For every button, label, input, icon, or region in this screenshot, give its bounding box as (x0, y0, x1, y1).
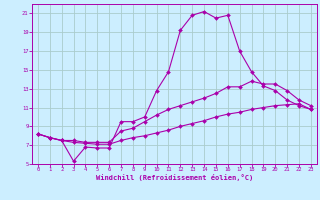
X-axis label: Windchill (Refroidissement éolien,°C): Windchill (Refroidissement éolien,°C) (96, 174, 253, 181)
